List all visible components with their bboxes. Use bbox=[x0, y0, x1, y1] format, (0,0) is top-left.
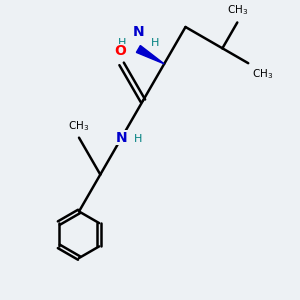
Text: H: H bbox=[151, 38, 160, 48]
Text: CH$_3$: CH$_3$ bbox=[253, 68, 274, 81]
Text: CH$_3$: CH$_3$ bbox=[227, 4, 248, 17]
Text: N: N bbox=[116, 131, 127, 145]
Text: H: H bbox=[134, 134, 142, 144]
Text: H: H bbox=[118, 38, 126, 48]
Text: N: N bbox=[133, 25, 145, 39]
Polygon shape bbox=[136, 46, 164, 64]
Text: O: O bbox=[114, 44, 126, 58]
Text: CH$_3$: CH$_3$ bbox=[68, 119, 90, 133]
